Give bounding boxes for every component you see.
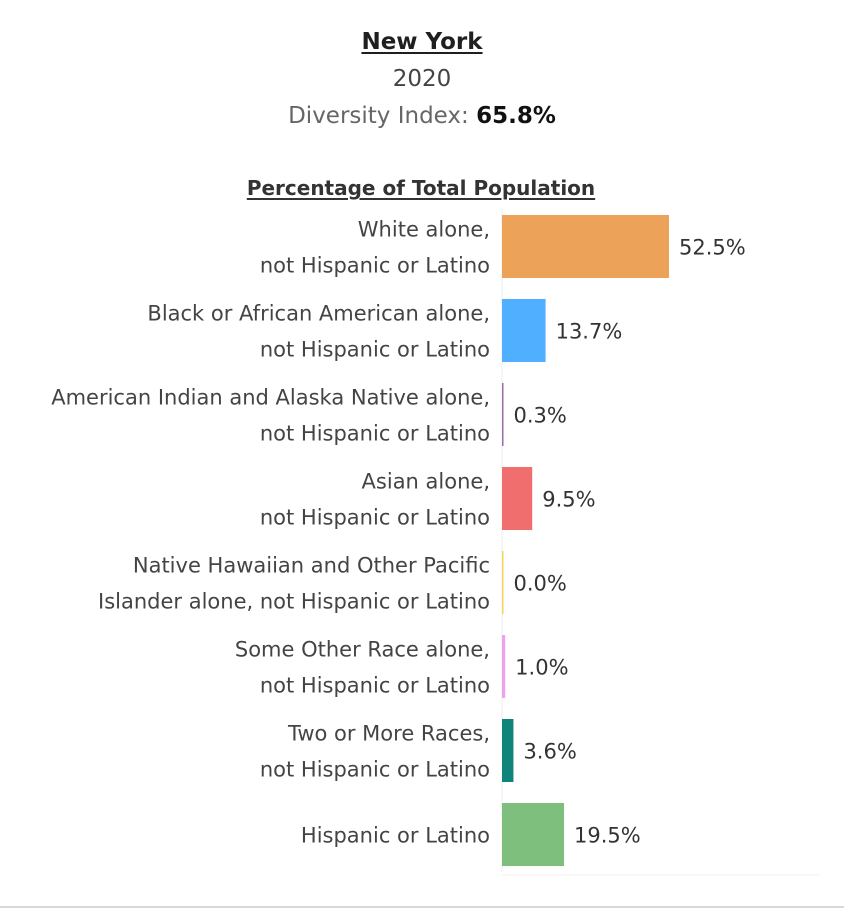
bottom-divider [0, 906, 844, 908]
diversity-index: Diversity Index: 65.8% [0, 103, 844, 129]
category-label: Hispanic or Latino [301, 824, 490, 848]
bar[interactable] [502, 215, 669, 278]
bar[interactable] [502, 299, 546, 362]
data-label: 0.0% [514, 572, 567, 596]
data-label: 1.0% [515, 656, 568, 680]
diversity-index-value: 65.8% [476, 103, 556, 129]
data-label: 52.5% [679, 236, 746, 260]
data-label: 3.6% [523, 740, 576, 764]
chart-title: Percentage of Total Population [246, 176, 596, 200]
state-name: New York [361, 29, 483, 55]
category-label: not Hispanic or Latino [260, 254, 490, 278]
data-label: 13.7% [556, 320, 623, 344]
category-label: Two or More Races, [287, 722, 490, 746]
category-label: not Hispanic or Latino [260, 506, 490, 530]
bar[interactable] [502, 383, 504, 446]
bar[interactable] [502, 551, 504, 614]
bar[interactable] [502, 719, 514, 782]
category-label: not Hispanic or Latino [260, 338, 490, 362]
data-label: 9.5% [542, 488, 595, 512]
category-label: Black or African American alone, [147, 302, 490, 326]
diversity-index-label: Diversity Index: [288, 103, 477, 129]
category-label: Native Hawaiian and Other Pacific [133, 554, 490, 578]
category-label: not Hispanic or Latino [260, 422, 490, 446]
category-label: Asian alone, [362, 470, 490, 494]
category-label: not Hispanic or Latino [260, 758, 490, 782]
bar[interactable] [502, 803, 565, 866]
year-label: 2020 [392, 66, 452, 92]
data-label: 19.5% [574, 824, 641, 848]
data-label: 0.3% [514, 404, 567, 428]
category-label: not Hispanic or Latino [260, 674, 490, 698]
bar[interactable] [502, 467, 533, 530]
category-label: Some Other Race alone, [235, 638, 490, 662]
category-label: American Indian and Alaska Native alone, [51, 386, 490, 410]
category-label: White alone, [358, 218, 490, 242]
bar[interactable] [502, 635, 506, 698]
category-label: Islander alone, not Hispanic or Latino [98, 590, 490, 614]
